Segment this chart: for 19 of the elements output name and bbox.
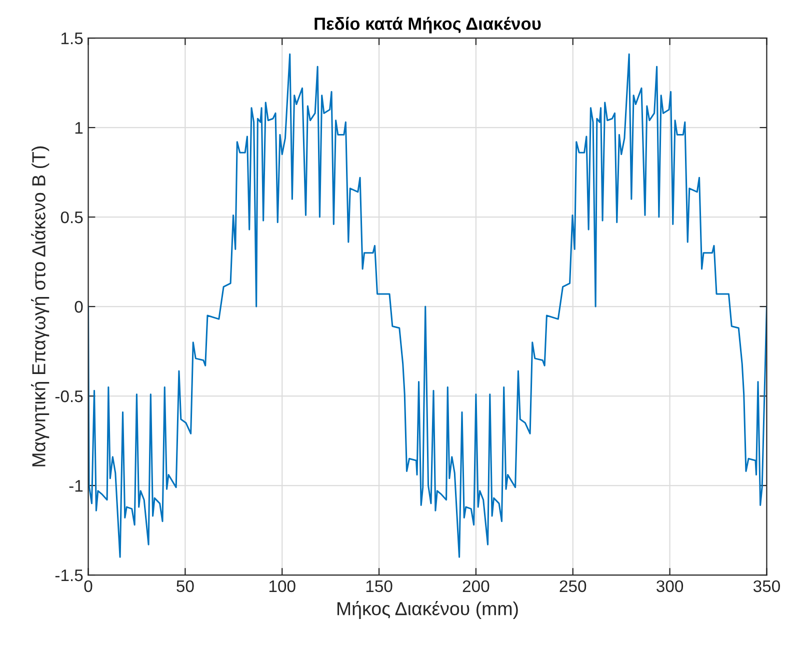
x-tick-label: 300 <box>656 580 684 592</box>
line-series <box>88 53 767 558</box>
y-tick-label: 0.5 <box>60 211 83 224</box>
y-tick-label: 1.5 <box>62 32 83 44</box>
y-axis-title: Μαγνητική Επαγωγή στο Διάκενο B (T) <box>31 146 50 466</box>
chart-title: Πεδίο κατά Μήκος Διακένου <box>314 16 541 34</box>
y-tick-label: -1.5 <box>55 570 83 582</box>
x-tick-label: 200 <box>462 580 490 592</box>
x-tick-label: 100 <box>269 580 296 592</box>
y-tick-label: -1 <box>69 480 83 492</box>
x-tick-label: 0 <box>84 580 92 592</box>
y-tick-label: -0.5 <box>55 390 83 402</box>
x-tick-label: 150 <box>366 580 392 592</box>
x-tick-label: 50 <box>176 580 194 592</box>
x-axis-title: Μήκος Διακένου (mm) <box>337 600 518 619</box>
x-tick-label: 350 <box>753 580 780 592</box>
y-tick-label: 1 <box>75 122 83 134</box>
x-tick-label: 250 <box>560 580 586 592</box>
y-tick-label: 0 <box>74 300 83 313</box>
